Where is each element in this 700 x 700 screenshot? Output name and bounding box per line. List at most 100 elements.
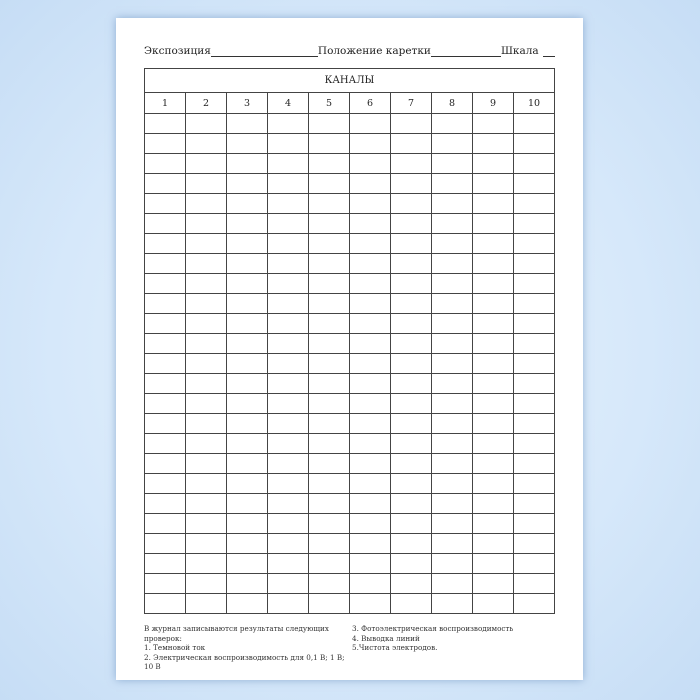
table-cell[interactable] (431, 193, 473, 214)
table-cell[interactable] (390, 433, 432, 454)
table-cell[interactable] (349, 373, 391, 394)
table-cell[interactable] (472, 293, 514, 314)
table-cell[interactable] (185, 453, 227, 474)
table-cell[interactable] (513, 593, 555, 614)
table-cell[interactable] (472, 133, 514, 154)
table-cell[interactable] (472, 273, 514, 294)
table-cell[interactable] (308, 393, 350, 414)
table-cell[interactable] (226, 233, 268, 254)
table-cell[interactable] (144, 173, 186, 194)
table-cell[interactable] (349, 153, 391, 174)
table-cell[interactable] (226, 113, 268, 134)
table-cell[interactable] (472, 413, 514, 434)
table-cell[interactable] (185, 493, 227, 514)
table-cell[interactable] (472, 353, 514, 374)
exposure-blank[interactable] (210, 45, 318, 57)
table-cell[interactable] (513, 293, 555, 314)
table-cell[interactable] (308, 333, 350, 354)
table-cell[interactable] (267, 593, 309, 614)
table-cell[interactable] (513, 493, 555, 514)
table-cell[interactable] (513, 533, 555, 554)
table-cell[interactable] (185, 393, 227, 414)
table-cell[interactable] (185, 533, 227, 554)
table-cell[interactable] (267, 253, 309, 274)
table-cell[interactable] (349, 313, 391, 334)
table-cell[interactable] (390, 113, 432, 134)
table-cell[interactable] (431, 473, 473, 494)
table-cell[interactable] (144, 433, 186, 454)
table-cell[interactable] (472, 593, 514, 614)
table-cell[interactable] (349, 413, 391, 434)
table-cell[interactable] (390, 193, 432, 214)
table-cell[interactable] (513, 213, 555, 234)
table-cell[interactable] (390, 393, 432, 414)
table-cell[interactable] (185, 553, 227, 574)
table-cell[interactable] (308, 273, 350, 294)
table-cell[interactable] (226, 593, 268, 614)
table-cell[interactable] (431, 553, 473, 574)
table-cell[interactable] (513, 153, 555, 174)
table-cell[interactable] (349, 293, 391, 314)
table-cell[interactable] (267, 153, 309, 174)
table-cell[interactable] (144, 353, 186, 374)
table-cell[interactable] (513, 513, 555, 534)
table-cell[interactable] (308, 493, 350, 514)
table-cell[interactable] (513, 433, 555, 454)
table-cell[interactable] (308, 573, 350, 594)
table-cell[interactable] (185, 433, 227, 454)
table-cell[interactable] (308, 433, 350, 454)
table-cell[interactable] (144, 333, 186, 354)
table-cell[interactable] (308, 353, 350, 374)
table-cell[interactable] (472, 233, 514, 254)
table-cell[interactable] (144, 573, 186, 594)
table-cell[interactable] (226, 193, 268, 214)
table-cell[interactable] (144, 393, 186, 414)
table-cell[interactable] (308, 313, 350, 334)
table-cell[interactable] (308, 453, 350, 474)
table-cell[interactable] (185, 233, 227, 254)
table-cell[interactable] (185, 213, 227, 234)
table-cell[interactable] (390, 513, 432, 534)
table-cell[interactable] (390, 493, 432, 514)
table-cell[interactable] (267, 293, 309, 314)
table-cell[interactable] (349, 393, 391, 414)
table-cell[interactable] (390, 293, 432, 314)
table-cell[interactable] (308, 473, 350, 494)
table-cell[interactable] (267, 213, 309, 234)
table-cell[interactable] (472, 393, 514, 414)
table-cell[interactable] (390, 233, 432, 254)
table-cell[interactable] (472, 153, 514, 174)
table-cell[interactable] (472, 373, 514, 394)
table-cell[interactable] (185, 113, 227, 134)
table-cell[interactable] (226, 433, 268, 454)
table-cell[interactable] (513, 113, 555, 134)
table-cell[interactable] (349, 213, 391, 234)
table-cell[interactable] (513, 413, 555, 434)
table-cell[interactable] (267, 453, 309, 474)
table-cell[interactable] (472, 453, 514, 474)
table-cell[interactable] (267, 393, 309, 414)
table-cell[interactable] (431, 233, 473, 254)
table-cell[interactable] (349, 253, 391, 274)
table-cell[interactable] (390, 553, 432, 574)
table-cell[interactable] (308, 233, 350, 254)
table-cell[interactable] (308, 593, 350, 614)
table-cell[interactable] (144, 493, 186, 514)
table-cell[interactable] (226, 173, 268, 194)
table-cell[interactable] (431, 313, 473, 334)
table-cell[interactable] (308, 413, 350, 434)
table-cell[interactable] (472, 433, 514, 454)
table-cell[interactable] (472, 513, 514, 534)
table-cell[interactable] (267, 533, 309, 554)
table-cell[interactable] (472, 213, 514, 234)
table-cell[interactable] (431, 273, 473, 294)
table-cell[interactable] (185, 153, 227, 174)
table-cell[interactable] (308, 173, 350, 194)
table-cell[interactable] (513, 233, 555, 254)
table-cell[interactable] (144, 253, 186, 274)
table-cell[interactable] (308, 533, 350, 554)
table-cell[interactable] (390, 333, 432, 354)
table-cell[interactable] (513, 473, 555, 494)
table-cell[interactable] (144, 373, 186, 394)
table-cell[interactable] (226, 333, 268, 354)
